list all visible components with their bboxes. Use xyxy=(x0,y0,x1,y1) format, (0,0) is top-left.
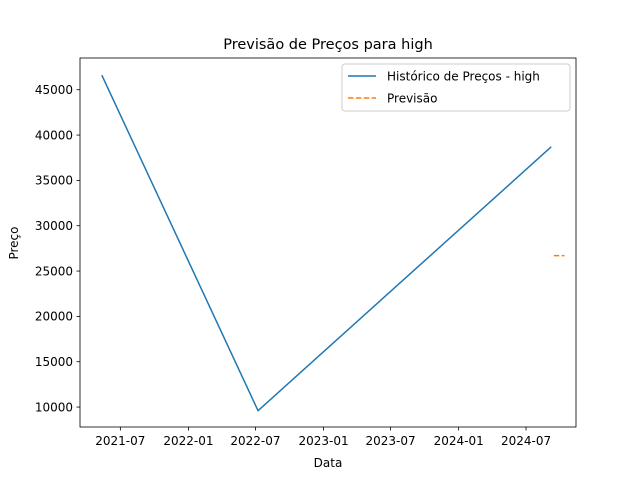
x-tick-label: 2023-07 xyxy=(365,434,415,448)
y-tick-label: 25000 xyxy=(35,264,73,278)
legend-label-previsao: Previsão xyxy=(387,92,437,106)
x-tick-label: 2021-07 xyxy=(95,434,145,448)
y-tick-label: 10000 xyxy=(35,400,73,414)
x-tick-label: 2024-07 xyxy=(501,434,551,448)
y-tick-label: 35000 xyxy=(35,174,73,188)
y-axis: 10000 15000 20000 25000 30000 35000 40000 45000 xyxy=(35,83,80,414)
y-tick-label: 20000 xyxy=(35,310,73,324)
x-tick-label: 2022-07 xyxy=(230,434,280,448)
plot-area xyxy=(101,74,565,412)
x-tick-label: 2024-01 xyxy=(434,434,484,448)
x-axis-label: Data xyxy=(314,456,343,470)
legend-frame xyxy=(341,63,571,112)
y-tick-label: 30000 xyxy=(35,219,73,233)
x-tick-label: 2022-01 xyxy=(163,434,213,448)
legend: Histórico de Preços - high Previsão xyxy=(341,63,571,112)
series-line-historico-de-precos-high xyxy=(101,74,552,412)
y-tick-label: 45000 xyxy=(35,83,73,97)
x-axis: 2021-07 2022-01 2022-07 2023-01 2023-07 2024-… xyxy=(95,427,551,448)
y-tick-label: 40000 xyxy=(35,128,73,142)
y-axis-label: Preço xyxy=(7,226,21,259)
y-tick-label: 15000 xyxy=(35,355,73,369)
x-tick-label: 2023-01 xyxy=(298,434,348,448)
plot-frame xyxy=(79,57,577,428)
legend-label-historico: Histórico de Preços - high xyxy=(387,70,540,84)
chart-title: Previsão de Preços para high xyxy=(223,37,433,53)
